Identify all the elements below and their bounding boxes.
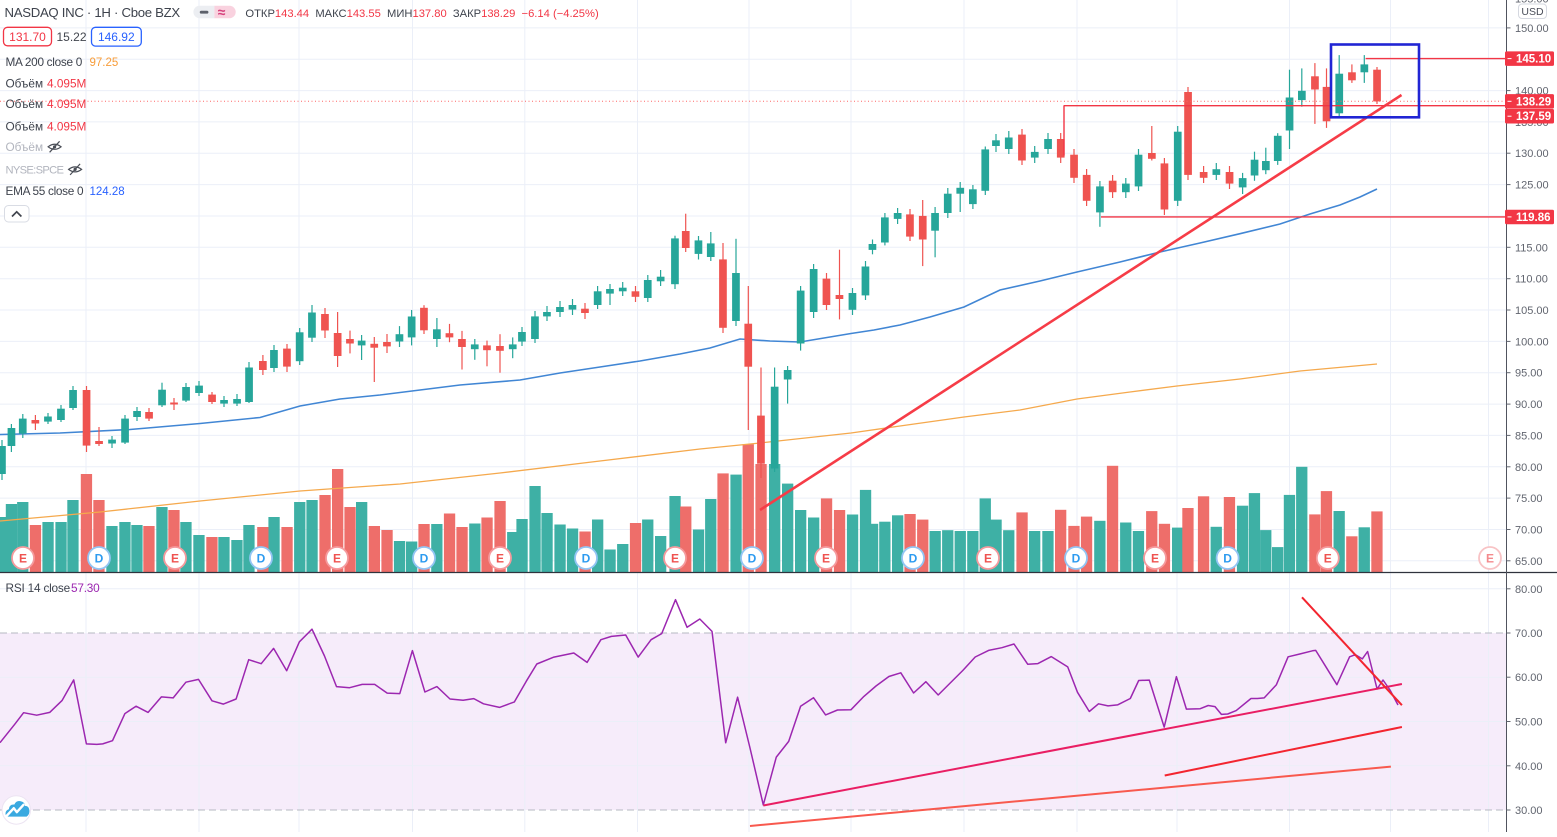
svg-text:95.00: 95.00 — [1515, 368, 1543, 380]
svg-text:125.00: 125.00 — [1515, 180, 1549, 192]
svg-text:E: E — [496, 552, 504, 566]
svg-text:155.00: 155.00 — [1515, 0, 1549, 6]
svg-text:NASDAQ INC · 1H · Cboe BZX: NASDAQ INC · 1H · Cboe BZX — [5, 5, 181, 20]
svg-text:≈: ≈ — [218, 4, 226, 20]
svg-text:D: D — [582, 552, 591, 566]
svg-text:138.29: 138.29 — [1516, 96, 1551, 108]
svg-text:105.00: 105.00 — [1515, 305, 1549, 317]
svg-text:15.22: 15.22 — [56, 30, 86, 44]
svg-text:70.00: 70.00 — [1515, 628, 1543, 640]
svg-text:E: E — [671, 552, 679, 566]
svg-text:30.00: 30.00 — [1515, 805, 1543, 817]
svg-text:131.70: 131.70 — [9, 30, 46, 44]
svg-text:RSI 14 close57.30: RSI 14 close57.30 — [6, 581, 101, 595]
svg-text:146.92: 146.92 — [98, 30, 135, 44]
svg-text:E: E — [984, 552, 992, 566]
svg-text:E: E — [171, 552, 179, 566]
svg-text:E: E — [1324, 552, 1332, 566]
svg-text:D: D — [1223, 552, 1232, 566]
svg-text:D: D — [257, 552, 266, 566]
svg-text:D: D — [95, 552, 104, 566]
svg-text:150.00: 150.00 — [1515, 23, 1549, 35]
svg-text:MA 200 close 097.25: MA 200 close 0 97.25 — [6, 55, 119, 69]
svg-text:E: E — [333, 552, 341, 566]
svg-text:D: D — [1072, 552, 1081, 566]
svg-text:90.00: 90.00 — [1515, 399, 1543, 411]
svg-text:40.00: 40.00 — [1515, 761, 1543, 773]
svg-text:110.00: 110.00 — [1515, 274, 1548, 286]
svg-text:80.00: 80.00 — [1515, 462, 1543, 474]
svg-text:70.00: 70.00 — [1515, 525, 1543, 537]
svg-text:145.10: 145.10 — [1516, 54, 1551, 66]
svg-text:80.00: 80.00 — [1515, 584, 1543, 596]
svg-text:D: D — [748, 552, 757, 566]
svg-text:130.00: 130.00 — [1515, 148, 1549, 160]
svg-text:100.00: 100.00 — [1515, 336, 1549, 348]
svg-text:115.00: 115.00 — [1515, 242, 1548, 254]
svg-text:D: D — [909, 552, 918, 566]
svg-text:50.00: 50.00 — [1515, 717, 1543, 729]
svg-text:ОТКР143.44 МАКС143.55 МИН137: ОТКР143.44 МАКС143.55 МИН137.80 ЗАКР138.… — [245, 8, 599, 20]
svg-text:E: E — [822, 552, 830, 566]
svg-text:137.59: 137.59 — [1516, 111, 1551, 123]
svg-text:75.00: 75.00 — [1515, 493, 1543, 505]
svg-text:65.00: 65.00 — [1515, 556, 1543, 568]
svg-text:119.86: 119.86 — [1516, 212, 1551, 224]
svg-text:NYSE:SPCE: NYSE:SPCE — [6, 165, 64, 177]
svg-text:USD: USD — [1521, 6, 1544, 18]
svg-text:E: E — [1486, 552, 1494, 566]
svg-text:Объём: Объём — [6, 140, 44, 154]
svg-text:85.00: 85.00 — [1515, 430, 1543, 442]
svg-text:E: E — [19, 552, 27, 566]
svg-text:D: D — [420, 552, 429, 566]
svg-text:E: E — [1151, 552, 1159, 566]
svg-text:60.00: 60.00 — [1515, 672, 1543, 684]
